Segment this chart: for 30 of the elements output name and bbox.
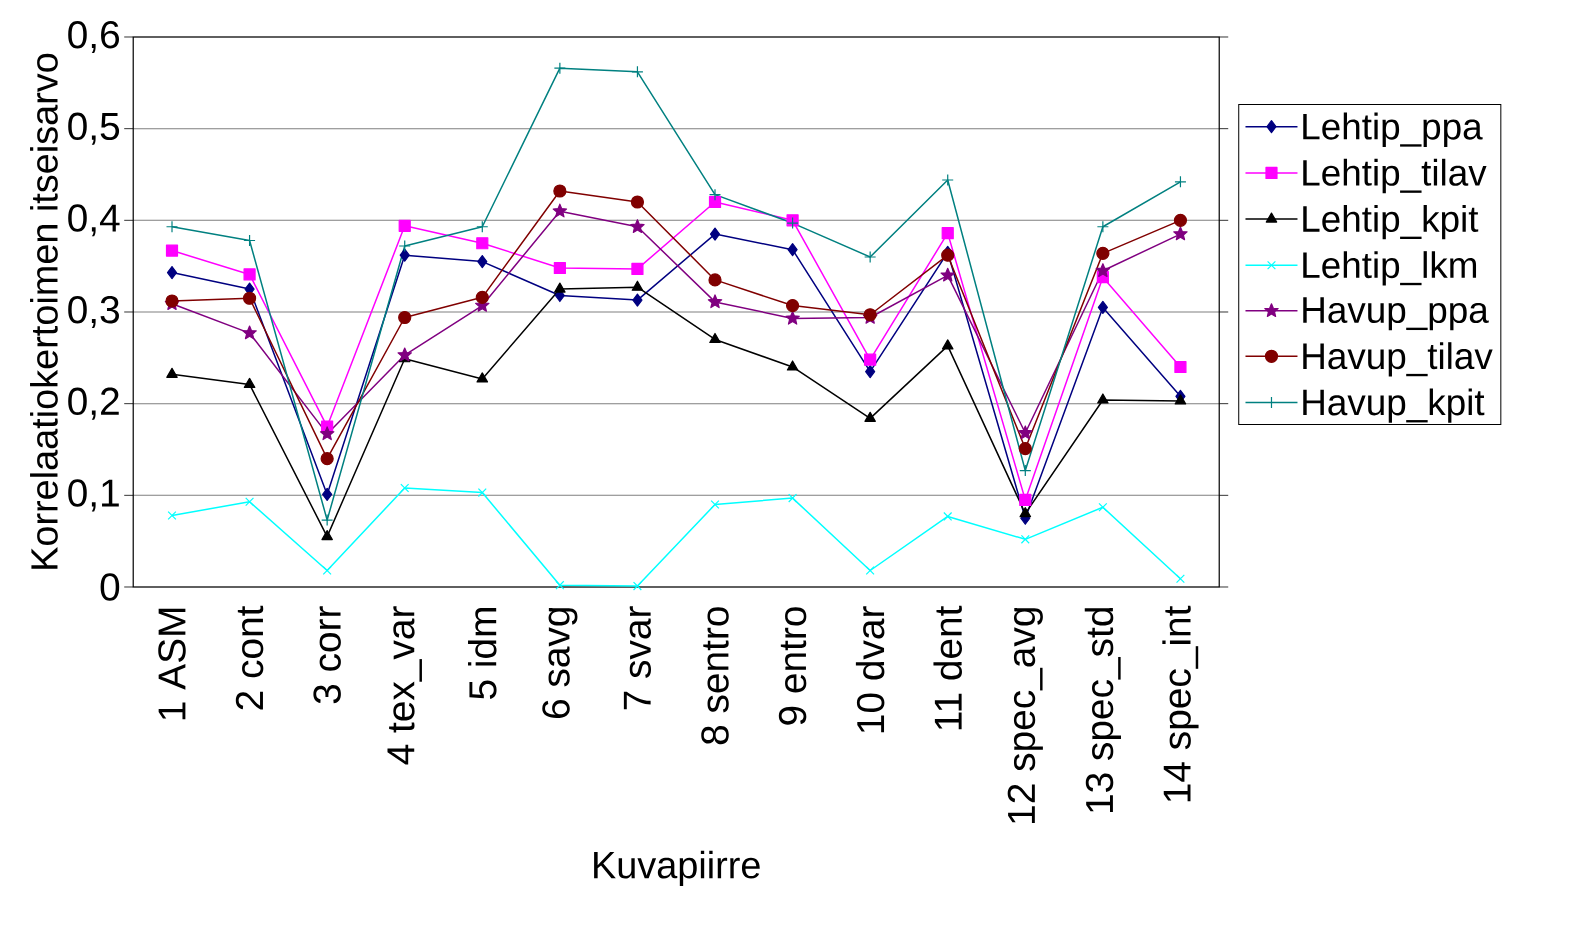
legend-label: Lehtip_ppa [1303, 112, 1483, 147]
x-tick-label: 4 tex_var [387, 606, 422, 765]
legend-label: Lehtip_tilav [1303, 158, 1487, 194]
x-tick-label: 12 spec_avg [1007, 608, 1043, 823]
y-tick-label: 0,2 [68, 387, 119, 420]
x-tick-label: 1 ASM [158, 608, 186, 720]
x-tick-label: 7 svar [623, 606, 651, 710]
y-tick-label: 0 [100, 573, 120, 601]
x-tick-label: 13 spec_std [1084, 608, 1121, 813]
x-tick-label: 11 dent [933, 605, 962, 730]
y-axis-title: Korrelaatiokertoimen itseisarvo [30, 53, 58, 569]
x-tick-label: 10 dvar [855, 606, 885, 733]
x-tick-label: 3 corr [313, 606, 341, 704]
legend-label: Havup_ppa [1303, 297, 1489, 331]
x-tick-label: 9 entro [778, 607, 807, 725]
legend-label: Lehtip_kpit [1303, 204, 1479, 240]
legend-label: Havup_kpit [1303, 388, 1485, 423]
x-tick-label: 2 cont [235, 605, 264, 710]
x-tick-label: 5 idm [468, 608, 497, 699]
y-tick-label: 0,6 [68, 20, 119, 54]
x-tick-label: 14 spec_int [1162, 605, 1199, 802]
legend-label: Lehtip_lkm [1303, 251, 1477, 286]
y-tick-label: 0,5 [68, 112, 120, 145]
legend-label: Havup_tilav [1303, 342, 1493, 377]
x-tick-label: 6 savg [542, 608, 578, 719]
x-tick-label: 8 sentro [701, 607, 729, 745]
y-tick-label: 0,4 [68, 204, 120, 237]
x-axis-title: Kuvapiirre [594, 850, 760, 886]
y-tick-label: 0,1 [68, 479, 119, 512]
y-tick-label: 0,3 [68, 295, 119, 329]
